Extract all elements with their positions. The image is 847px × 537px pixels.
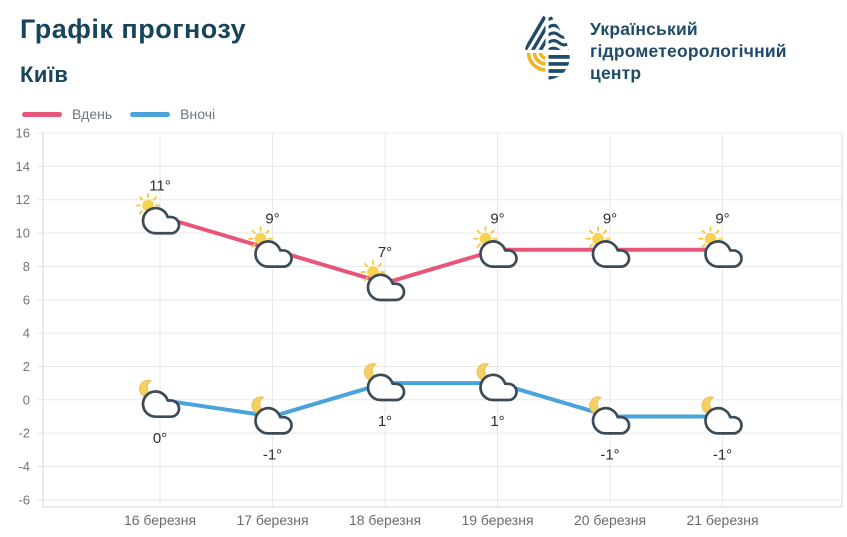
cloud-shape [366,273,406,302]
cloud-shape [141,390,181,419]
cloud-shape [479,373,518,402]
y-tick-label: -6 [18,492,30,507]
moon-cloud-icon [251,396,293,435]
point-label: 9° [490,211,504,228]
cloud-shape [591,240,631,268]
sun-ray [265,229,270,234]
x-tick-label: 16 березня [124,512,196,528]
sun-ray [701,229,706,234]
sun-ray [588,243,594,248]
series-line-day [158,214,725,286]
sun-ray [363,263,369,268]
sun-ray [377,263,383,268]
y-tick-label: 16 [16,126,30,141]
y-tick-label: 10 [16,226,30,241]
cloud-shape [704,406,743,435]
moon-cloud-icon [589,396,631,435]
point-label: 0° [153,430,167,447]
sun-ray [715,229,720,234]
point-label: 7° [378,244,392,261]
x-tick-label: 17 березня [236,512,308,528]
moon-cloud-icon [364,363,406,402]
sun-ray [701,243,706,248]
y-tick-label: -2 [18,426,30,441]
sun-ray [588,229,594,234]
y-tick-label: -4 [18,459,30,474]
page-subtitle: Київ [20,62,69,87]
page-title: Графік прогнозу [20,14,247,44]
sun-ray [363,276,369,282]
sun-ray [138,196,144,201]
cloud-shape [254,406,293,435]
point-label: 9° [265,211,279,228]
cloud-shape [366,373,406,402]
x-tick-label: 21 березня [686,512,758,528]
legend-label-night: Вночі [180,106,216,122]
sun-ray [602,229,608,234]
sun-ray [476,229,481,234]
y-tick-label: 8 [23,259,30,274]
sun-cloud-icon [698,226,743,268]
sun-ray [138,210,144,215]
day-line-swatch [22,111,62,117]
sun-ray [476,243,481,248]
logo-line-1: Український [590,19,698,39]
point-label: 9° [603,211,617,228]
sun-cloud-icon [135,192,181,235]
cloud-shape [704,240,743,268]
point-label: 1° [490,413,504,430]
cloud-shape [141,206,181,235]
sun-cloud-icon [473,226,518,268]
x-tick-label: 20 березня [574,512,646,528]
sun-ray [152,196,158,201]
logo-line-2: гідрометеорологічний [590,41,787,61]
point-label: 11° [149,177,171,194]
series-line-night [158,381,725,419]
x-tick-label: 18 березня [349,512,421,528]
y-tick-label: 4 [23,326,30,341]
point-label: 1° [378,413,392,430]
sun-ray [490,229,495,234]
moon-cloud-icon [476,363,518,402]
y-tick-label: 0 [23,392,30,407]
uhmc-logo-icon [524,15,570,80]
y-tick-label: 14 [16,159,30,174]
sun-cloud-icon [585,226,631,268]
legend-item-day: Вдень [22,106,112,122]
sun-cloud-icon [360,259,406,302]
sun-ray [251,243,256,248]
forecast-chart-area: 16 14 12 10 8 6 4 2 0 -2 -4 -6 16 березня 17 березня 1… [0,118,847,537]
x-tick-label: 19 березня [461,512,533,528]
forecast-chart: 16 14 12 10 8 6 4 2 0 -2 -4 -6 16 березня 17 березня 1… [16,126,843,528]
cloud-shape [591,406,631,435]
chart-legend: Вдень Вночі [22,106,233,122]
legend-item-night: Вночі [130,106,215,122]
uhmc-logo: Український гідрометеорологічний центр [516,8,787,84]
moon-cloud-icon [701,396,743,435]
point-label: -1° [713,446,732,463]
cloud-shape [254,240,293,268]
y-tick-label: 2 [23,359,30,374]
grid: 16 14 12 10 8 6 4 2 0 -2 -4 -6 16 березня 17 березня 1… [16,126,842,528]
sun-cloud-icon [248,226,293,268]
y-tick-label: 6 [23,292,30,307]
cloud-shape [479,240,518,268]
point-label: 9° [715,211,729,228]
night-line-swatch [130,111,171,117]
logo-line-3: центр [590,63,642,83]
y-tick-label: 12 [16,192,30,207]
uhmc-logo-text: Український гідрометеорологічний центр [590,18,787,84]
legend-label-day: Вдень [72,106,113,122]
moon-cloud-icon [139,379,181,419]
point-label: -1° [263,446,282,463]
point-label: -1° [600,446,619,463]
sun-ray [251,229,256,234]
